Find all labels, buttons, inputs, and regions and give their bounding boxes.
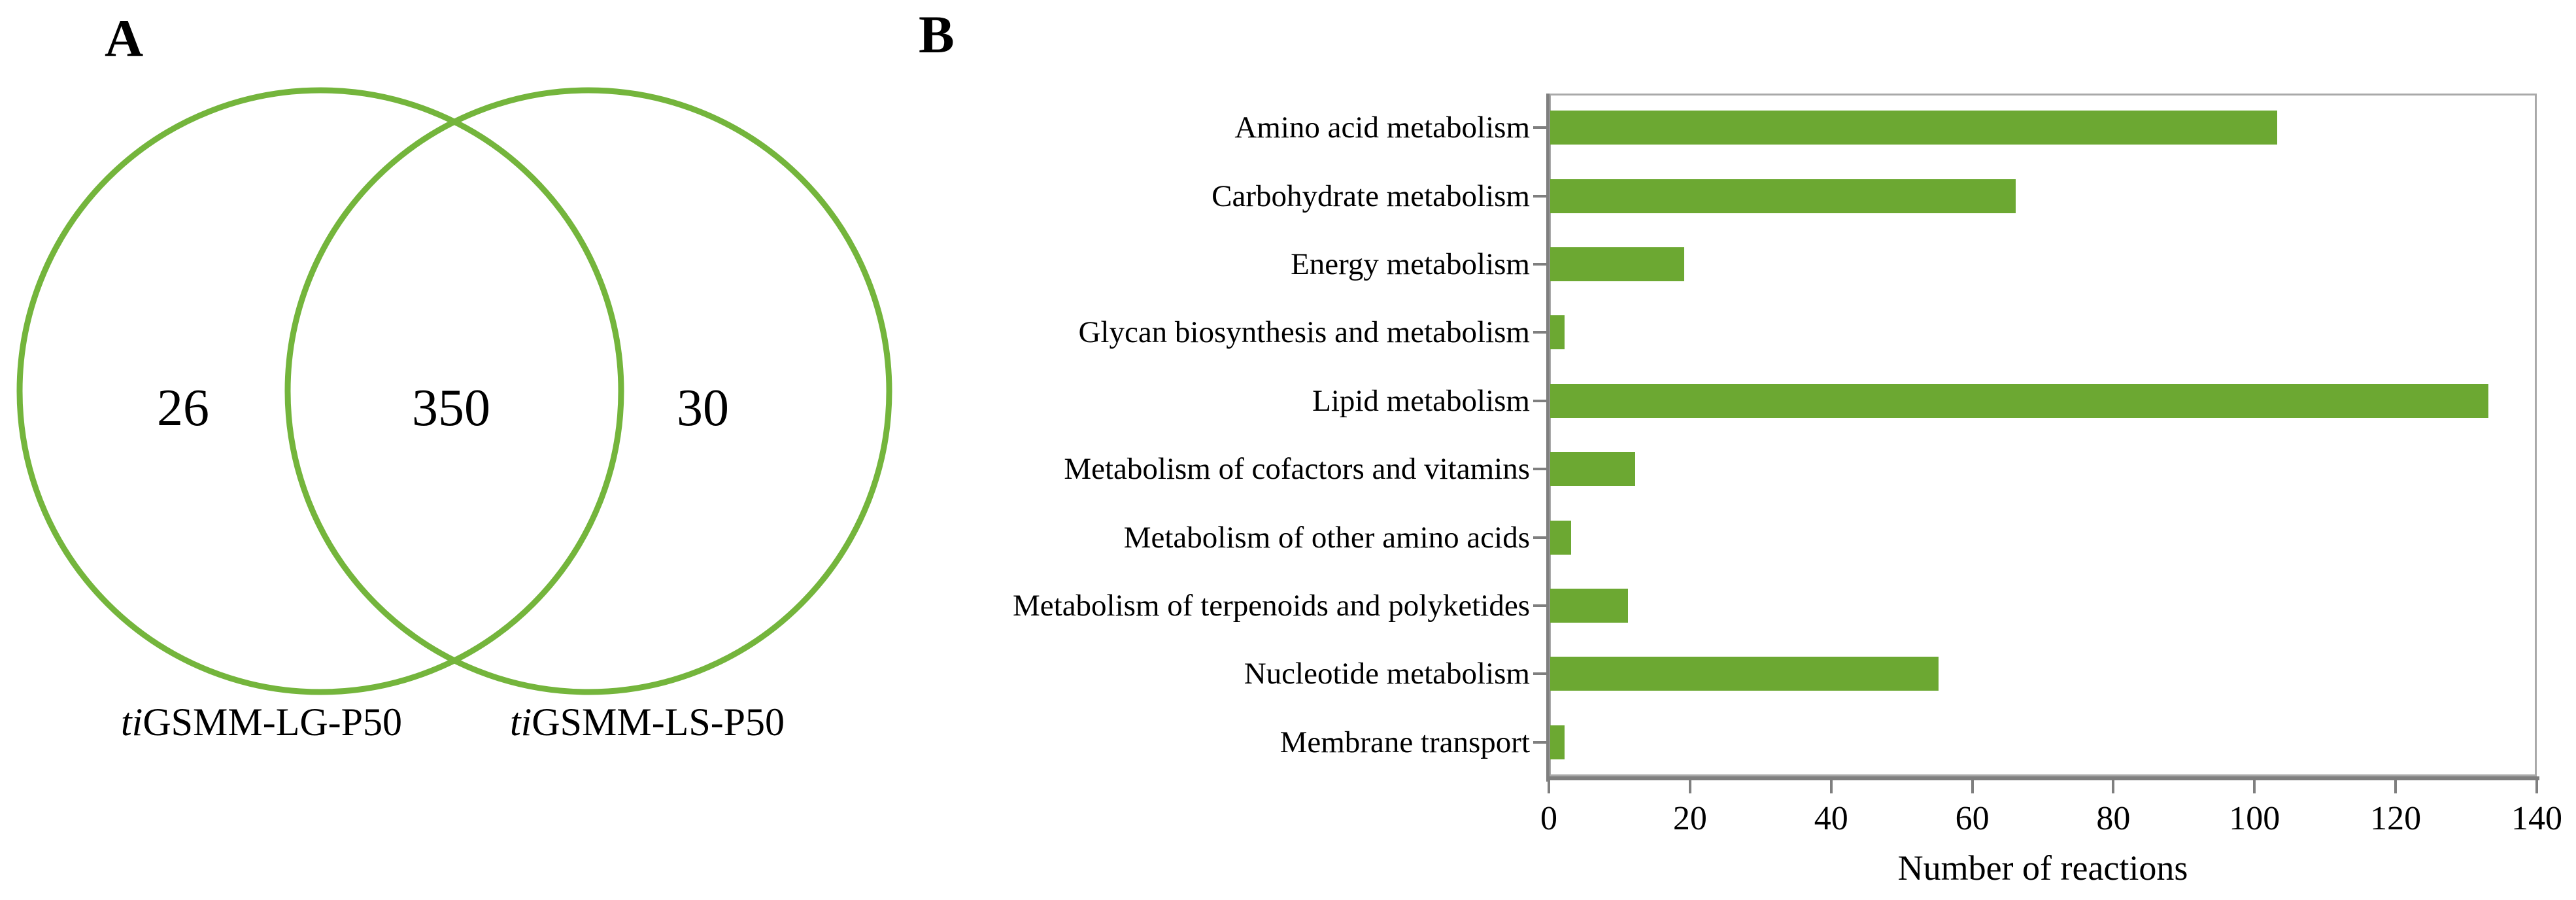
y-axis-line xyxy=(1546,94,1550,782)
x-tick xyxy=(2535,780,2538,793)
venn-left-set-label-italic: ti xyxy=(120,701,143,744)
x-tick-label: 140 xyxy=(2511,800,2562,837)
bar xyxy=(1550,315,1565,350)
category-label: Membrane transport xyxy=(1280,725,1530,759)
category-label: Metabolism of terpenoids and polyketides xyxy=(1012,589,1530,623)
x-tick-label: 0 xyxy=(1540,800,1557,837)
x-tick xyxy=(1548,780,1550,793)
category-label: Metabolism of cofactors and vitamins xyxy=(1064,452,1530,487)
venn-left-set-label: tiGSMM-LG-P50 xyxy=(33,699,490,746)
y-tick xyxy=(1533,399,1546,402)
bar xyxy=(1550,657,1939,691)
panel-a-label: A xyxy=(105,9,144,68)
venn-intersection-count: 350 xyxy=(412,379,490,437)
y-tick xyxy=(1533,331,1546,334)
y-tick xyxy=(1533,126,1546,130)
bar xyxy=(1550,247,1685,281)
y-tick xyxy=(1533,672,1546,676)
x-tick xyxy=(1829,780,1833,793)
x-tick-label: 20 xyxy=(1672,800,1707,837)
x-tick-label: 100 xyxy=(2229,800,2280,837)
panel-b-label: B xyxy=(919,5,955,64)
venn-circle-left xyxy=(16,87,624,695)
x-tick-label: 120 xyxy=(2370,800,2422,837)
bar xyxy=(1550,589,1628,623)
x-tick xyxy=(1688,780,1691,793)
bar xyxy=(1550,520,1572,555)
venn-right-set-label-text: GSMM-LS-P50 xyxy=(532,701,785,744)
category-label: Nucleotide metabolism xyxy=(1244,657,1530,691)
venn-right-only-count: 30 xyxy=(677,379,729,437)
y-tick xyxy=(1533,194,1546,198)
category-label: Lipid metabolism xyxy=(1312,383,1530,418)
venn-left-only-count: 26 xyxy=(157,379,209,437)
x-axis-line xyxy=(1546,776,2539,780)
category-label: Carbohydrate metabolism xyxy=(1212,179,1530,213)
venn-right-set-label-italic: ti xyxy=(509,701,532,744)
venn-circle-right xyxy=(284,87,892,695)
x-tick-label: 40 xyxy=(1814,800,1848,837)
panel-b: B Amino acid metabolism Carbohydrate meta… xyxy=(915,0,2576,900)
x-axis-title: Number of reactions xyxy=(1897,848,2188,888)
y-tick xyxy=(1533,263,1546,266)
x-tick-label: 80 xyxy=(2096,800,2131,837)
x-tick xyxy=(2112,780,2115,793)
venn-left-set-label-text: GSMM-LG-P50 xyxy=(143,701,403,744)
bar xyxy=(1550,452,1635,487)
category-label: Glycan biosynthesis and metabolism xyxy=(1078,315,1530,350)
y-tick xyxy=(1533,468,1546,471)
category-label: Metabolism of other amino acids xyxy=(1123,520,1530,555)
category-label: Energy metabolism xyxy=(1291,247,1530,281)
venn-right-set-label: tiGSMM-LS-P50 xyxy=(418,699,876,746)
bar xyxy=(1550,179,2016,213)
plot-area xyxy=(1549,94,2537,776)
category-label: Amino acid metabolism xyxy=(1234,111,1530,145)
x-tick xyxy=(2394,780,2398,793)
y-tick xyxy=(1533,740,1546,744)
y-tick xyxy=(1533,604,1546,607)
x-tick-label: 60 xyxy=(1955,800,1990,837)
bar xyxy=(1550,383,2489,418)
venn-diagram xyxy=(16,87,892,695)
x-tick xyxy=(1971,780,1974,793)
y-tick xyxy=(1533,536,1546,539)
panel-a: A 26 350 30 tiGSMM-LG-P50 tiGSMM-LS-P50 xyxy=(0,0,915,900)
plot-frame xyxy=(1549,94,2537,776)
x-tick xyxy=(2253,780,2256,793)
bar xyxy=(1550,725,1565,759)
bar xyxy=(1550,111,2277,145)
